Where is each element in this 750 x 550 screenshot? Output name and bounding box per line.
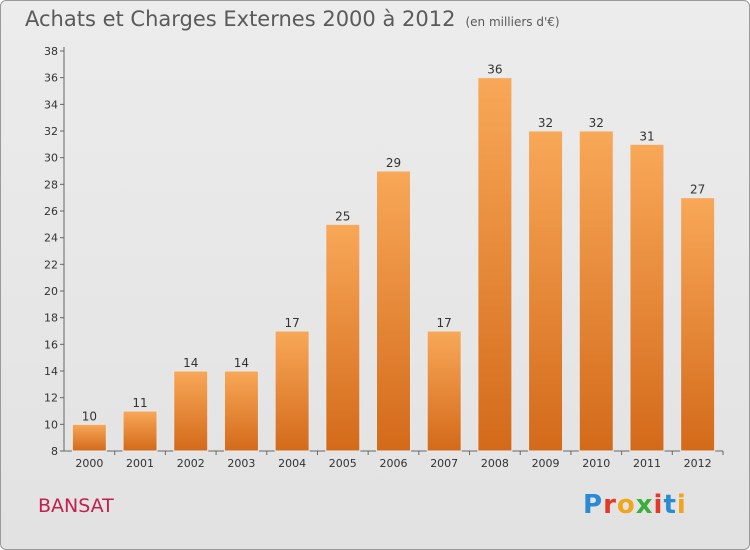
bar-2007 bbox=[426, 330, 462, 452]
y-tick-label: 30 bbox=[44, 152, 58, 165]
logo-letter: t bbox=[663, 490, 677, 520]
x-tick-label-2012: 2012 bbox=[684, 457, 712, 470]
chart-bars bbox=[71, 77, 716, 452]
proxiti-logo[interactable]: Proxiti bbox=[583, 490, 687, 520]
y-tick-label: 24 bbox=[44, 232, 58, 245]
chart-title-text: Achats et Charges Externes 2000 à 2012 bbox=[25, 7, 456, 31]
value-label-2011: 31 bbox=[639, 129, 654, 143]
value-label-2010: 32 bbox=[589, 116, 604, 130]
y-tick-label: 28 bbox=[44, 178, 58, 191]
bar-2004 bbox=[274, 330, 310, 452]
chart-subtitle: (en milliers d'€) bbox=[465, 15, 560, 29]
value-label-2008: 36 bbox=[487, 63, 502, 77]
x-tick-label-2009: 2009 bbox=[532, 457, 560, 470]
y-tick-label: 16 bbox=[44, 338, 58, 351]
logo-letter: r bbox=[603, 490, 617, 520]
x-tick-label-2004: 2004 bbox=[278, 457, 306, 470]
value-label-2012: 27 bbox=[690, 183, 705, 197]
chart-title: Achats et Charges Externes 2000 à 2012 (e… bbox=[25, 7, 560, 31]
y-tick-label: 26 bbox=[44, 205, 58, 218]
bar-2006 bbox=[376, 170, 411, 452]
x-tick-label-2007: 2007 bbox=[430, 457, 458, 470]
value-label-2006: 29 bbox=[386, 156, 401, 170]
value-label-2002: 14 bbox=[183, 356, 198, 370]
bar-2012 bbox=[680, 197, 716, 452]
x-tick-label-2003: 2003 bbox=[227, 457, 255, 470]
x-tick-label-2002: 2002 bbox=[177, 457, 205, 470]
logo-letter: P bbox=[583, 490, 604, 520]
x-tick-label-2005: 2005 bbox=[329, 457, 357, 470]
value-label-2001: 11 bbox=[132, 396, 147, 410]
logo-letter: x bbox=[635, 490, 654, 520]
y-tick-label: 32 bbox=[44, 125, 58, 138]
bar-2000 bbox=[71, 423, 107, 452]
y-tick-label: 20 bbox=[44, 285, 58, 298]
y-tick-label: 36 bbox=[44, 72, 58, 85]
logo-letter: i bbox=[676, 490, 687, 520]
y-tick-label: 38 bbox=[44, 45, 58, 58]
value-label-2000: 10 bbox=[82, 409, 97, 423]
y-tick-label: 10 bbox=[44, 418, 58, 431]
y-tick-label: 8 bbox=[51, 445, 58, 458]
x-tick-label-2010: 2010 bbox=[582, 457, 610, 470]
bar-2002 bbox=[173, 370, 209, 452]
chart-axes: 8 10 12 14 16 18 20 22 24 26 28 30 32 34 36 38 bbox=[44, 45, 724, 458]
x-tick-label-2008: 2008 bbox=[481, 457, 509, 470]
y-tick-label: 18 bbox=[44, 312, 58, 325]
y-tick-label: 12 bbox=[44, 392, 58, 405]
value-label-2009: 32 bbox=[538, 116, 553, 130]
y-tick-label: 34 bbox=[44, 98, 58, 111]
logo-letter: o bbox=[616, 490, 636, 520]
bar-2009 bbox=[528, 130, 564, 452]
bar-2010 bbox=[578, 130, 614, 452]
logo-letter: i bbox=[653, 490, 664, 520]
bar-2008 bbox=[477, 77, 513, 452]
bar-2003 bbox=[223, 370, 259, 452]
x-tick-label-2001: 2001 bbox=[126, 457, 154, 470]
bar-2001 bbox=[122, 410, 158, 452]
x-tick-label-2011: 2011 bbox=[633, 457, 661, 470]
bar-2011 bbox=[629, 143, 665, 452]
location-label: BANSAT bbox=[38, 495, 114, 517]
chart-labels: 10 2000 11 2001 14 2002 14 2003 17 2004 25 2005 29 20… bbox=[75, 63, 711, 470]
bar-2005 bbox=[325, 223, 361, 452]
value-label-2007: 17 bbox=[437, 316, 452, 330]
y-tick-label: 14 bbox=[44, 365, 58, 378]
x-tick-label-2006: 2006 bbox=[380, 457, 408, 470]
x-tick-label-2000: 2000 bbox=[75, 457, 103, 470]
y-tick-label: 22 bbox=[44, 258, 58, 271]
value-label-2004: 17 bbox=[284, 316, 299, 330]
value-label-2003: 14 bbox=[234, 356, 249, 370]
value-label-2005: 25 bbox=[335, 209, 350, 223]
